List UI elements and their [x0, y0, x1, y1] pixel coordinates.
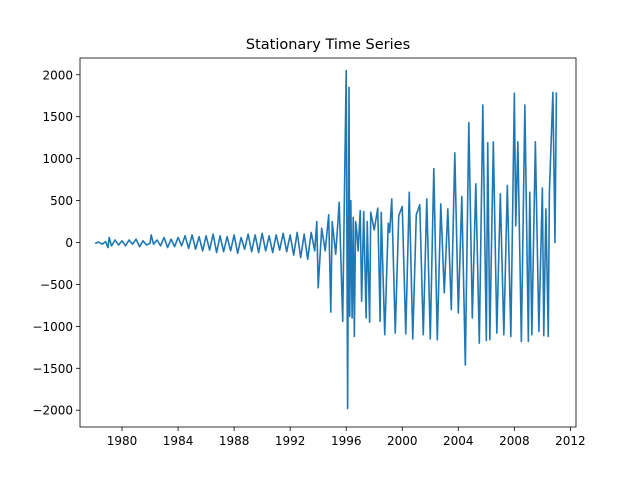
series-layer [94, 69, 558, 410]
series-line-0 [94, 69, 558, 410]
x-tick-label: 2004 [443, 434, 474, 448]
y-tick-label: 500 [50, 194, 73, 208]
y-tick-label: 2000 [42, 68, 73, 82]
x-tick-label: 1980 [107, 434, 138, 448]
plot-frame [79, 57, 577, 428]
x-tick-label: 1992 [275, 434, 306, 448]
x-tick-label: 1984 [163, 434, 194, 448]
x-tick-label: 1996 [331, 434, 362, 448]
x-tick-label: 1988 [219, 434, 250, 448]
chart-title: Stationary Time Series [246, 37, 410, 53]
y-tick-label: −500 [40, 278, 73, 292]
x-tick-label: 2000 [387, 434, 418, 448]
y-axis: −2000 −1500 −1000 −500 0 500 1000 1500 2000 [32, 68, 80, 418]
y-tick-label: −2000 [32, 404, 73, 418]
y-tick-label: 0 [65, 236, 73, 250]
y-tick-label: 1000 [42, 152, 73, 166]
x-axis: 1980 1984 1988 1992 1996 2000 2004 2008 2012 [107, 427, 586, 448]
x-tick-label: 2008 [499, 434, 530, 448]
y-tick-label: −1500 [32, 362, 73, 376]
y-tick-label: 1500 [42, 110, 73, 124]
y-tick-label: −1000 [32, 320, 73, 334]
x-tick-label: 2012 [555, 434, 586, 448]
